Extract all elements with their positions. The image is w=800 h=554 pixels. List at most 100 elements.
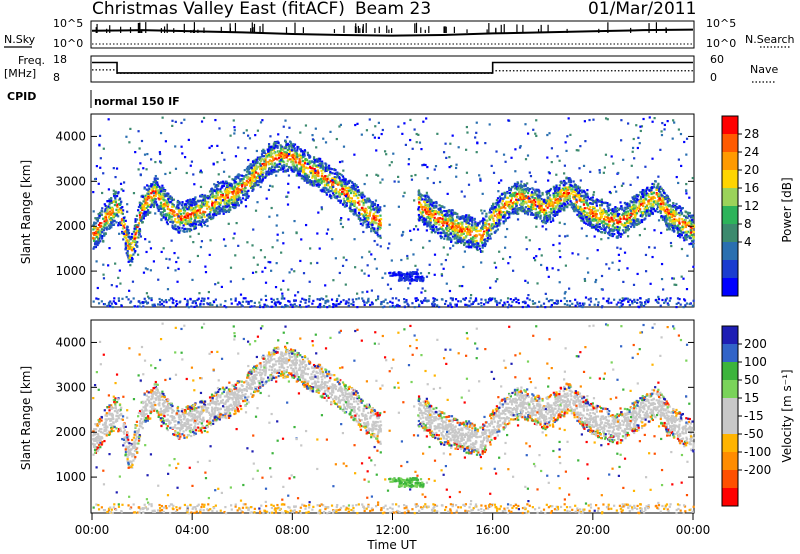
- power-cell: [342, 190, 345, 193]
- power-cell: [311, 171, 314, 174]
- power-cell: [216, 190, 219, 193]
- power-cell: [177, 219, 180, 222]
- power-cell: [466, 240, 469, 243]
- power-cell: [457, 225, 460, 228]
- power-cell: [126, 226, 129, 229]
- power-cell: [135, 214, 139, 217]
- power-cell: [298, 158, 301, 161]
- power-cell: [143, 197, 146, 200]
- power-cell: [203, 223, 206, 227]
- power-cell: [450, 212, 453, 215]
- power-cell: [427, 195, 430, 199]
- power-cell: [172, 198, 176, 201]
- power-cell: [193, 211, 196, 214]
- power-cell: [138, 211, 141, 214]
- power-cell: [526, 209, 529, 212]
- power-cell: [643, 192, 646, 196]
- power-cell: [131, 257, 134, 261]
- power-cell: [112, 200, 115, 204]
- power-cell: [569, 180, 573, 184]
- power-cell: [503, 203, 507, 207]
- power-cell: [162, 207, 165, 210]
- power-cell: [654, 200, 657, 203]
- power-cell: [523, 195, 526, 198]
- power-cell: [672, 226, 675, 229]
- power-cell: [617, 213, 621, 216]
- power-cell: [685, 233, 688, 237]
- power-cell: [534, 190, 537, 193]
- power-cell: [579, 205, 582, 209]
- power-cell: [676, 228, 679, 231]
- power-cell: [346, 197, 349, 200]
- power-cell: [300, 157, 304, 160]
- power-cell: [566, 202, 569, 205]
- power-cell: [125, 231, 128, 234]
- power-cell: [153, 203, 156, 206]
- power-cell: [626, 210, 630, 213]
- power-cell: [470, 241, 473, 244]
- power-cell: [552, 207, 555, 210]
- power-cell: [266, 171, 270, 174]
- power-cell: [569, 200, 572, 203]
- power-cell: [244, 193, 247, 196]
- power-cell: [247, 195, 250, 198]
- power-cell: [303, 149, 307, 152]
- power-cell: [638, 210, 642, 213]
- power-cell: [179, 221, 182, 224]
- power-cell: [522, 208, 525, 211]
- power-cell: [527, 208, 530, 211]
- power-cell: [494, 206, 497, 209]
- power-cell: [371, 217, 374, 220]
- power-cell: [132, 248, 136, 251]
- power-cell: [479, 220, 482, 223]
- power-cell: [644, 197, 647, 200]
- power-cell: [358, 213, 362, 216]
- power-cell: [376, 215, 379, 218]
- power-cell: [317, 178, 321, 181]
- power-cell: [228, 187, 231, 190]
- power-cell: [376, 229, 379, 232]
- power-cell: [552, 211, 555, 214]
- power-cell: [551, 217, 555, 220]
- power-cell: [241, 197, 244, 200]
- power-cell: [270, 162, 274, 166]
- power-cell: [103, 203, 106, 206]
- power-cell: [642, 194, 645, 197]
- power-cell: [271, 165, 274, 168]
- power-cell: [349, 187, 352, 191]
- power-cell: [205, 200, 208, 204]
- power-cell: [665, 194, 668, 197]
- power-cell: [265, 170, 268, 173]
- power-cell: [652, 191, 655, 194]
- power-cell: [455, 229, 458, 232]
- power-cell: [153, 185, 156, 189]
- power-cell: [244, 187, 247, 190]
- power-cell: [548, 211, 551, 214]
- power-cell: [110, 197, 113, 200]
- power-cell: [563, 206, 566, 209]
- power-cell: [374, 206, 377, 209]
- power-cell: [692, 239, 695, 242]
- power-cell: [343, 180, 346, 183]
- power-cell: [211, 202, 214, 206]
- power-cell: [606, 216, 610, 220]
- power-cell: [570, 201, 573, 204]
- power-cell: [533, 193, 536, 196]
- power-cell: [359, 194, 362, 197]
- power-cell: [221, 192, 224, 196]
- power-cell: [628, 220, 631, 223]
- power-cell: [173, 220, 176, 223]
- power-cell: [555, 200, 559, 203]
- cpid-value: normal 150 IF: [94, 95, 180, 108]
- power-cell: [291, 170, 294, 173]
- power-cell: [689, 220, 692, 223]
- power-cell: [309, 155, 312, 158]
- power-cell: [237, 194, 240, 197]
- power-cell: [286, 154, 290, 157]
- power-cell: [282, 165, 285, 168]
- power-cell: [186, 222, 189, 226]
- power-cell: [350, 189, 353, 192]
- power-cell: [576, 213, 579, 216]
- power-cell: [453, 237, 456, 240]
- power-cell: [281, 152, 284, 155]
